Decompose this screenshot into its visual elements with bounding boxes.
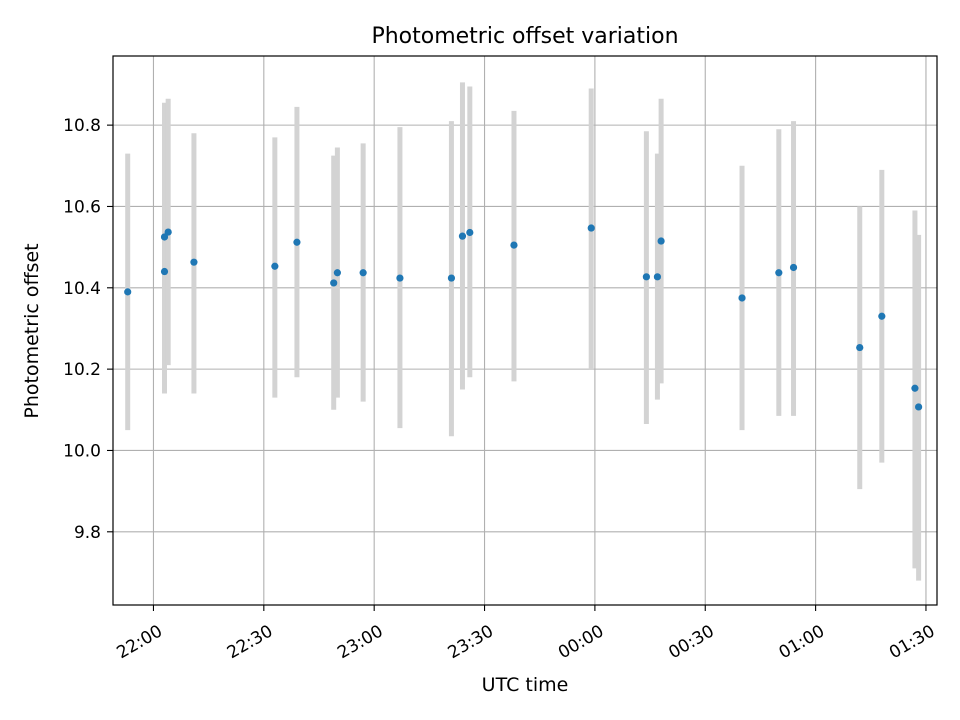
y-axis-label: Photometric offset (21, 243, 43, 418)
data-point (657, 237, 665, 245)
x-tick-label: 22:00 (114, 621, 166, 663)
data-point (396, 274, 404, 282)
x-tick-label: 01:30 (886, 621, 938, 663)
y-tick-label: 10.8 (63, 116, 101, 136)
data-point (330, 279, 338, 287)
data-point (466, 228, 474, 237)
x-tick-label: 00:00 (555, 621, 607, 663)
data-point (190, 258, 198, 266)
x-tick-label: 23:30 (445, 621, 497, 663)
data-point (878, 312, 886, 320)
y-tick-label: 10.4 (63, 279, 101, 299)
x-tick-label: 01:00 (776, 621, 828, 663)
data-point (164, 228, 172, 236)
data-point (333, 269, 341, 277)
data-point (447, 274, 456, 282)
data-point (911, 384, 919, 392)
y-tick-label: 10.6 (63, 197, 101, 217)
data-point (271, 262, 279, 270)
data-point (587, 224, 595, 232)
y-tick-label: 9.8 (74, 523, 101, 543)
data-point (510, 241, 518, 249)
grid-layer (113, 56, 937, 605)
data-point (293, 238, 301, 246)
chart-title: Photometric offset variation (371, 24, 678, 49)
data-point (160, 267, 169, 276)
data-point (789, 263, 798, 272)
data-point (458, 232, 467, 240)
data-point (653, 273, 662, 281)
data-point (160, 233, 169, 241)
x-axis-label: UTC time (482, 674, 569, 696)
y-tick-label: 10.2 (63, 360, 101, 380)
data-point (856, 343, 864, 352)
data-point (775, 269, 783, 277)
data-point (124, 288, 132, 296)
data-point (738, 294, 746, 302)
errorbar-layer (125, 82, 922, 581)
point-layer (124, 224, 923, 411)
x-tick-label: 23:00 (334, 621, 386, 663)
x-tick-label: 22:30 (224, 621, 276, 663)
y-tick-label: 10.0 (63, 441, 101, 461)
data-point (642, 273, 650, 281)
plot-frame (112, 55, 938, 606)
data-point (915, 403, 923, 411)
x-tick-label: 00:30 (665, 621, 717, 663)
data-point (359, 269, 367, 277)
